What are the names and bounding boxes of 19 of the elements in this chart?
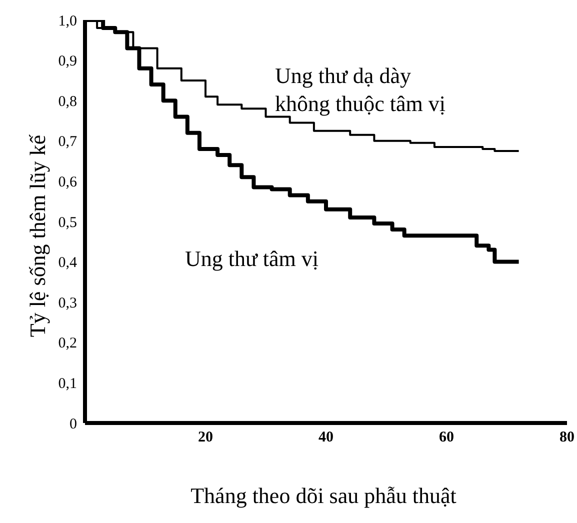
y-tick-label: 0,5 <box>58 214 77 231</box>
y-tick-label: 0,7 <box>58 134 78 150</box>
x-tick-label: 20 <box>198 430 213 446</box>
y-tick-label: 0,3 <box>58 295 77 312</box>
x-tick-label: 40 <box>318 430 334 446</box>
y-tick-label: 0,8 <box>58 94 77 110</box>
y-axis-title: Tỷ lệ sống thêm lũy kế <box>25 134 51 338</box>
y-tick-label: 1,0 <box>58 13 77 30</box>
x-tick-label: 60 <box>439 430 454 446</box>
y-tick-label: 0,1 <box>58 376 77 392</box>
series-label: Ung thư dạ dày không thuộc tâm vị <box>275 62 446 118</box>
y-tick-label: 0,4 <box>58 255 78 272</box>
x-tick-label: 80 <box>560 430 574 446</box>
y-tick-label: 0,6 <box>58 174 78 191</box>
y-tick-label: 0,2 <box>58 336 77 352</box>
series-label: Ung thư tâm vị <box>185 245 319 273</box>
y-tick-label: 0,9 <box>58 54 77 70</box>
y-tick-label: 0 <box>70 416 77 432</box>
x-axis-title: Tháng theo dõi sau phẫu thuật <box>190 483 458 509</box>
